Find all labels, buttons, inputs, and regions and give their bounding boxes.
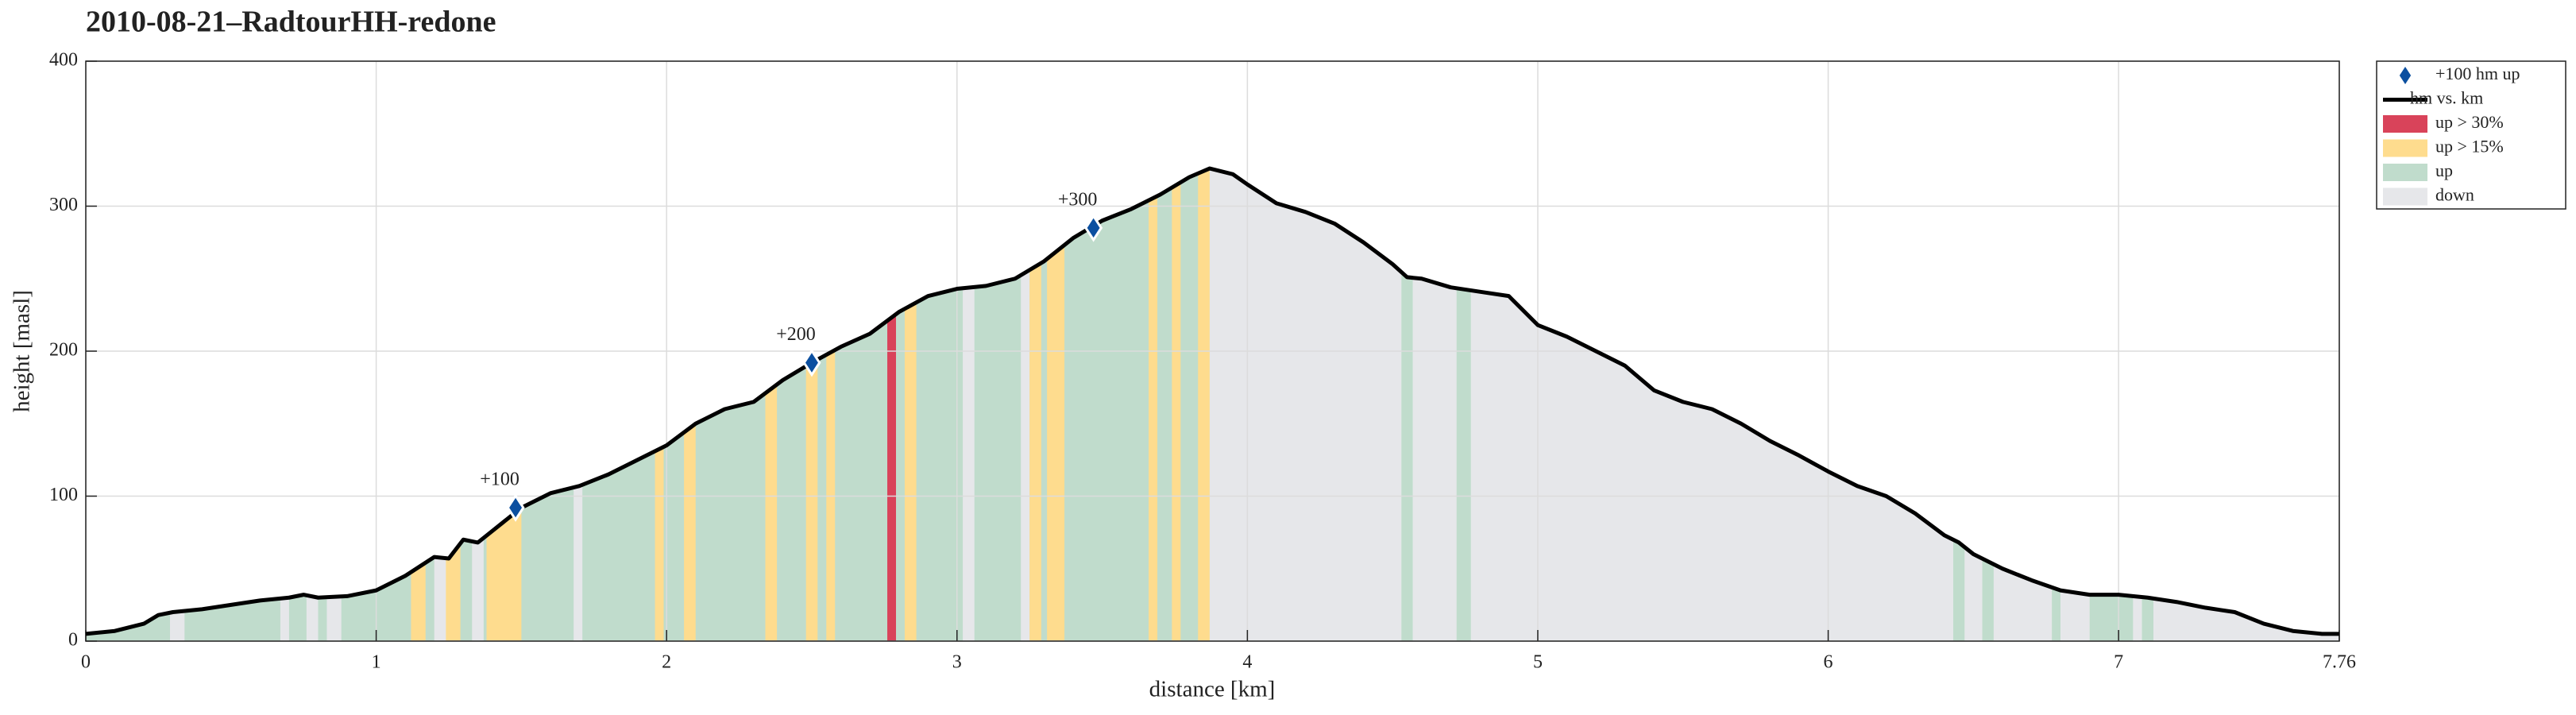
band-1 [1021,168,1030,641]
profile-line [85,166,2339,636]
y-tick-label: 400 [49,50,78,71]
marker [506,493,525,522]
x-tick-label: 0 [81,652,91,673]
chart-title: 2010-08-21–RadtourHH-redone [86,6,496,39]
legend-label: down [2435,185,2474,205]
marker [1084,214,1103,242]
x-tick-label: 7 [2114,652,2123,673]
band-3 [887,168,897,641]
y-tick-label: 200 [49,340,78,361]
band-2 [1172,168,1181,641]
legend-label: up > 15% [2435,137,2504,157]
band-2 [1198,168,1210,641]
band-2 [1149,168,1158,641]
marker [802,348,821,377]
legend-label: up [2435,160,2453,180]
legend-symbol [2399,67,2412,84]
x-tick-label: 6 [1824,652,1833,673]
marker-annotation: +200 [776,324,816,345]
legend-symbol [2383,115,2427,133]
x-axis-label: distance [km] [1149,677,1276,702]
band-0 [1401,168,1413,641]
marker-annotation: +100 [480,470,519,490]
marker-annotation: +300 [1058,189,1098,210]
legend-label: up > 30% [2435,112,2504,132]
legend-symbol [2383,139,2427,157]
legend-label: hm vs. km [2410,88,2483,108]
legend-symbol [2383,164,2427,181]
x-tick-label: 5 [1533,652,1543,673]
y-tick-label: 0 [68,630,78,651]
x-tick-label: 3 [952,652,962,673]
band-2 [826,168,836,641]
y-axis-label: height [masl] [10,290,35,412]
band-2 [1047,168,1065,641]
x-tick-label: 1 [372,652,381,673]
legend-box [2376,60,2566,210]
legend-label: +100 hm up [2435,64,2520,83]
x-tick-label: 2 [662,652,671,673]
y-tick-label: 100 [49,485,78,505]
legend-symbol [2383,187,2427,206]
y-tick-label: 300 [49,195,78,215]
band-2 [1029,168,1041,641]
x-tick-label: 7.76 [2323,652,2356,673]
x-tick-label: 4 [1242,652,1252,673]
